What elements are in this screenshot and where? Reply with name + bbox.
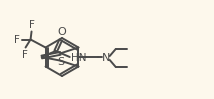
Text: F: F — [14, 34, 19, 44]
Text: O: O — [57, 27, 66, 37]
Text: HN: HN — [71, 53, 86, 63]
Text: F: F — [29, 20, 34, 30]
Text: S: S — [57, 57, 64, 67]
Text: N: N — [102, 53, 110, 63]
Text: F: F — [22, 50, 27, 59]
